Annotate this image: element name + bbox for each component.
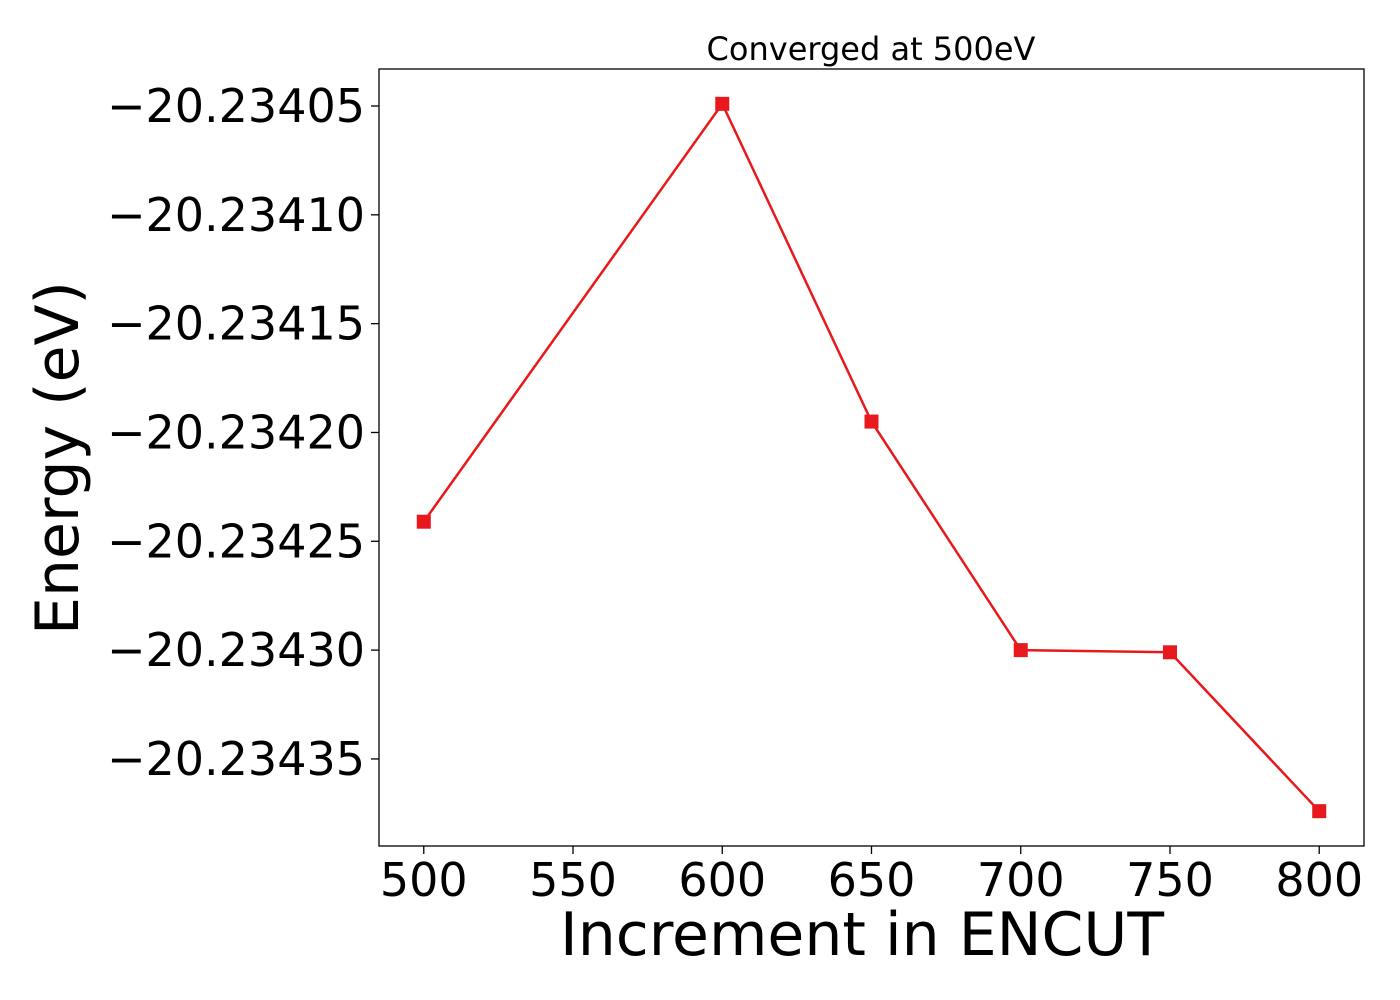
data-point-marker: [1312, 804, 1327, 819]
x-tick-label: 550: [529, 853, 617, 907]
y-axis-ticks: −20.23405 −20.23410 −20.23415 −20.23420 −20.…: [107, 79, 379, 786]
x-tick-label: 750: [1126, 853, 1214, 907]
x-axis-ticks: 500 550 600 650 700 750 800: [380, 846, 1363, 907]
y-tick-label: −20.23430: [107, 623, 365, 677]
data-point-marker: [715, 96, 730, 111]
data-point-marker: [864, 414, 879, 429]
x-tick-label: 700: [977, 853, 1065, 907]
chart-title: Converged at 500eV: [707, 30, 1036, 68]
data-point-marker: [416, 514, 431, 529]
x-tick-label: 500: [380, 853, 468, 907]
data-point-marker: [1013, 643, 1028, 658]
y-tick-label: −20.23405: [107, 79, 365, 133]
series-layer: [416, 96, 1327, 819]
plot-area-frame: [378, 68, 1365, 847]
x-tick-label: 600: [678, 853, 766, 907]
x-tick-label: 650: [828, 853, 916, 907]
y-tick-label: −20.23425: [107, 514, 365, 568]
data-point-marker: [1162, 645, 1177, 660]
y-tick-label: −20.23435: [107, 732, 365, 786]
x-tick-label: 800: [1275, 853, 1363, 907]
y-tick-label: −20.23415: [107, 297, 365, 351]
y-tick-label: −20.23420: [107, 405, 365, 459]
y-axis-label: Energy (eV): [23, 281, 93, 635]
series-line: [422, 101, 1321, 813]
x-axis-label: Increment in ENCUT: [560, 900, 1164, 970]
y-tick-label: −20.23410: [107, 188, 365, 242]
